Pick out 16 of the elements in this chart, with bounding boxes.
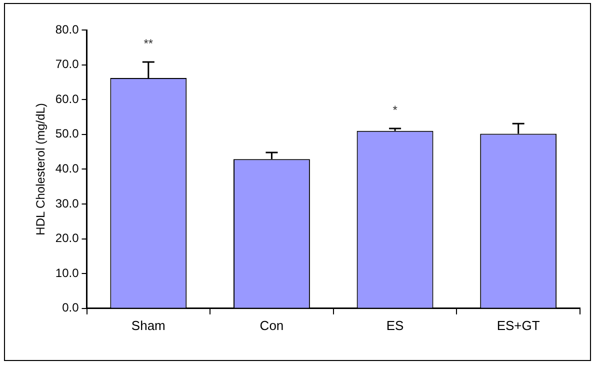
y-tick-label: 60.0 [55,92,80,106]
y-tick-label: 20.0 [55,231,80,246]
y-tick-label: 80.0 [55,22,80,36]
y-tick-label: 30.0 [55,196,80,210]
y-tick-label: 40.0 [55,162,80,176]
x-tick-label: ES [386,318,404,333]
y-tick-label: 50.0 [55,126,80,141]
y-tick-label: 10.0 [55,266,80,280]
y-axis-title: HDL Cholesterol (mg/dL) [34,103,48,236]
x-tick-label: Sham [131,318,166,333]
y-tick-label: 70.0 [55,57,80,72]
y-tick-label: 0.0 [62,300,80,315]
x-tick-label: Con [260,318,284,333]
x-tick-label: ES+GT [496,318,540,333]
annotation: * [392,102,398,117]
annotation: ** [144,36,154,50]
